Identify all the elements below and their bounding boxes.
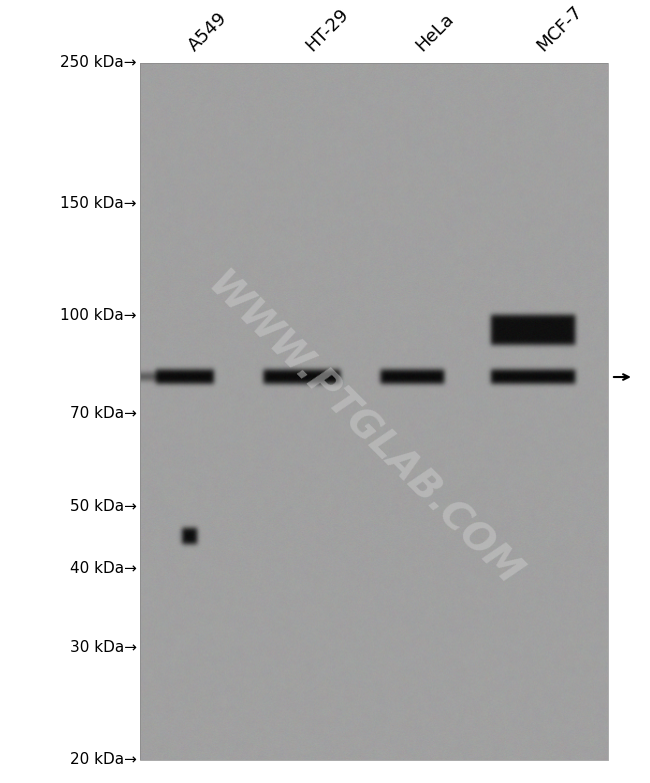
Bar — [140, 63, 608, 760]
Bar — [140, 63, 608, 760]
Text: 70 kDa→: 70 kDa→ — [70, 406, 136, 421]
Text: 40 kDa→: 40 kDa→ — [70, 561, 136, 576]
Text: 250 kDa→: 250 kDa→ — [60, 55, 136, 70]
Text: A549: A549 — [185, 9, 231, 55]
Text: HeLa: HeLa — [413, 9, 458, 55]
Text: HT-29: HT-29 — [302, 5, 352, 55]
Bar — [0, 0, 140, 783]
Text: MCF-7: MCF-7 — [533, 2, 586, 55]
Text: WWW.PTGLAB.COM: WWW.PTGLAB.COM — [200, 266, 528, 595]
Bar — [0, 760, 650, 783]
Bar — [0, 0, 650, 63]
Text: 50 kDa→: 50 kDa→ — [70, 500, 136, 514]
Text: 30 kDa→: 30 kDa→ — [70, 640, 136, 655]
Text: 100 kDa→: 100 kDa→ — [60, 308, 136, 323]
Text: 150 kDa→: 150 kDa→ — [60, 196, 136, 211]
Bar — [608, 0, 650, 783]
Text: 20 kDa→: 20 kDa→ — [70, 752, 136, 767]
